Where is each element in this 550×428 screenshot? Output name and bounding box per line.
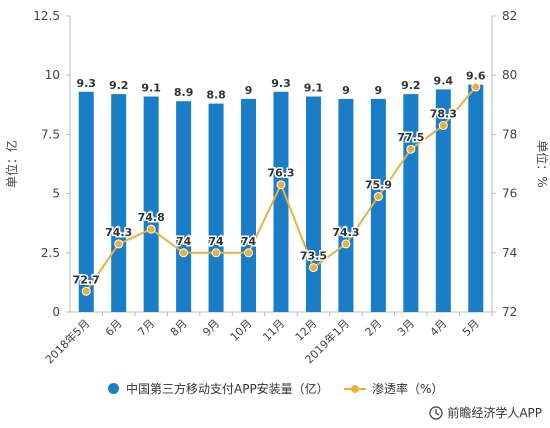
x-tick-label: 11月 [260, 317, 287, 344]
y-tick-label-left: 12.5 [33, 9, 60, 23]
legend-item-installs: 中国第三方移动支付APP安装量（亿） [108, 380, 329, 397]
y-tick-label-left: 5 [52, 187, 60, 201]
x-tick-label: 8月 [168, 317, 190, 339]
bar-value-label: 9.2 [109, 79, 129, 92]
bar [143, 96, 159, 313]
x-tick-label: 5月 [460, 317, 482, 339]
line-value-label: 76.3 [267, 167, 294, 180]
x-tick-label: 7月 [135, 317, 157, 339]
line-value-label: 74 [241, 235, 257, 248]
legend-item-penetration: 渗透率（%） [344, 380, 443, 397]
line-value-label: 78.3 [430, 108, 457, 121]
bar [241, 98, 257, 312]
bar-value-label: 8.8 [206, 89, 226, 102]
bar-value-label: 9.3 [271, 77, 291, 90]
line-point [114, 239, 124, 249]
line-value-label: 74 [208, 235, 224, 248]
bar-value-label: 9.6 [466, 70, 486, 83]
line-value-label: 72.7 [73, 273, 100, 286]
bar-value-label: 9.1 [141, 82, 161, 95]
line-value-label: 74.3 [332, 226, 359, 239]
bar [468, 84, 484, 312]
bar-value-label: 9 [375, 84, 383, 97]
line-value-label: 77.5 [397, 131, 424, 144]
line-point [276, 180, 286, 190]
bar [111, 94, 127, 312]
line-point [81, 286, 91, 296]
bar [305, 96, 321, 313]
bar [338, 98, 354, 312]
x-tick-label: 2018年5月 [42, 316, 92, 366]
line-value-label: 75.9 [365, 179, 392, 192]
line-point [471, 82, 481, 92]
y-axis-title-right: 单位：% [535, 140, 550, 187]
line-point [341, 239, 351, 249]
line-point [211, 248, 221, 258]
bar-value-label: 9.3 [76, 77, 96, 90]
bar-value-label: 9 [342, 84, 350, 97]
line-point [146, 224, 156, 234]
y-tick-label-right: 82 [502, 9, 517, 23]
y-tick-label-right: 76 [502, 187, 517, 201]
line-value-label: 74 [176, 235, 192, 248]
combo-chart: 0 2.5 5 7.5 10 12.5 72 74 76 78 80 82 单位：亿 单位：% 2018年5… [4, 9, 550, 366]
qianzhan-logo-icon [429, 405, 444, 420]
x-tick-label: 10月 [228, 317, 255, 344]
bar [176, 101, 192, 312]
x-tick-label: 4月 [428, 317, 450, 339]
y-tick-label-right: 72 [502, 305, 517, 319]
bar-value-label: 9 [245, 84, 253, 97]
bar [370, 98, 386, 312]
line-point [179, 248, 189, 258]
bar [435, 89, 451, 313]
line-point [373, 192, 383, 202]
line-point [438, 121, 448, 131]
bar-value-label: 9.4 [434, 74, 454, 87]
y-tick-label-left: 10 [45, 68, 60, 82]
legend-bar-swatch [108, 383, 119, 394]
line-value-label: 74.8 [138, 211, 165, 224]
y-tick-label-right: 74 [502, 246, 517, 260]
bar-value-label: 8.9 [174, 86, 194, 99]
bar [78, 91, 94, 312]
chart-legend: 中国第三方移动支付APP安装量（亿） 渗透率（%） [0, 380, 550, 404]
y-tick-label-left: 2.5 [41, 246, 60, 260]
legend-label-penetration: 渗透率（%） [372, 382, 444, 396]
line-point [406, 144, 416, 154]
source-credit: 前瞻经济学人APP [429, 404, 542, 421]
bar-value-label: 9.2 [401, 79, 421, 92]
source-text: 前瞻经济学人APP [447, 406, 542, 420]
bar [208, 103, 224, 312]
bar-value-label: 9.1 [304, 82, 324, 95]
y-tick-label-left: 0 [52, 305, 60, 319]
x-tick-label: 9月 [200, 317, 222, 339]
line-point [244, 248, 254, 258]
x-tick-label: 2月 [363, 317, 385, 339]
y-tick-label-left: 7.5 [41, 127, 60, 141]
x-tick-label: 3月 [395, 317, 417, 339]
line-point [308, 263, 318, 273]
bar [273, 91, 289, 312]
line-value-label: 74.3 [105, 226, 132, 239]
bar [403, 94, 419, 312]
legend-label-installs: 中国第三方移动支付APP安装量（亿） [126, 382, 329, 396]
y-axis-title-left: 单位：亿 [4, 140, 19, 188]
x-tick-label: 6月 [103, 317, 125, 339]
y-tick-label-right: 80 [502, 68, 517, 82]
legend-line-swatch [344, 383, 366, 395]
line-value-label: 73.5 [300, 250, 327, 263]
x-tick-label: 12月 [293, 317, 320, 344]
y-tick-label-right: 78 [502, 127, 517, 141]
